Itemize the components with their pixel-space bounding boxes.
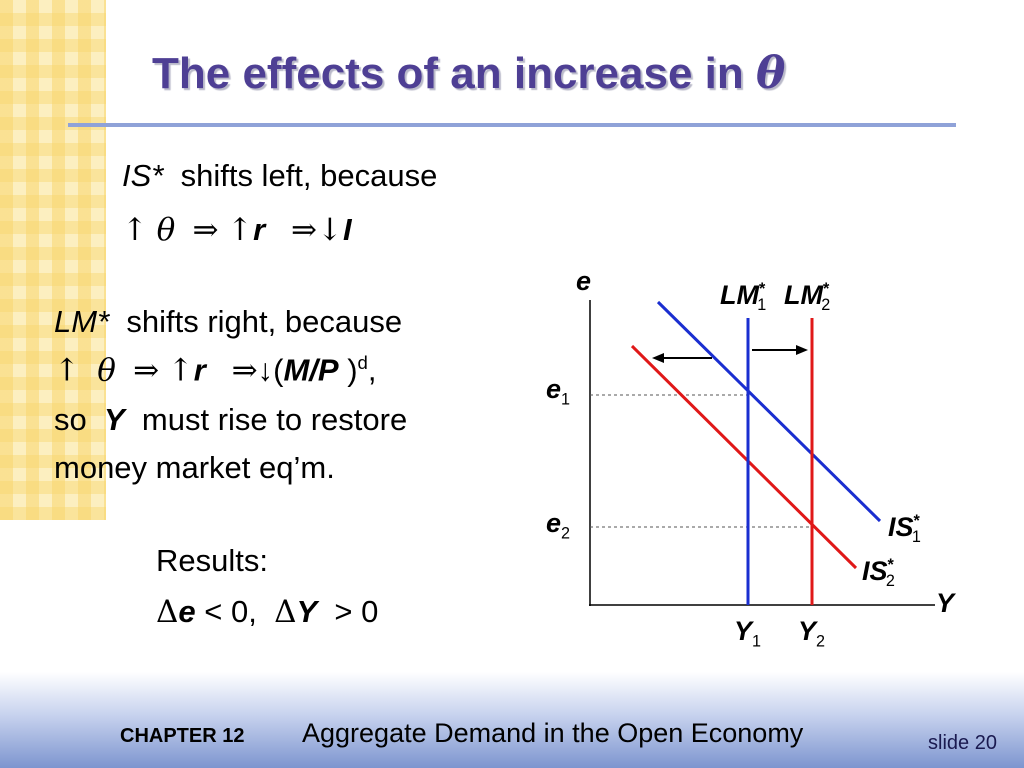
- text: Δ: [156, 594, 179, 630]
- curve-label: LM*2: [784, 280, 830, 315]
- text: Y: [798, 616, 817, 646]
- title-symbol: θ: [755, 48, 786, 99]
- text: *: [913, 512, 920, 530]
- text: must rise to restore: [141, 402, 408, 437]
- text: so: [54, 402, 87, 437]
- text: ↑: [54, 352, 80, 389]
- decor-strip: [0, 0, 106, 520]
- text: ↑: [227, 212, 254, 248]
- text: > 0: [334, 594, 379, 629]
- is2-curve: [630, 344, 858, 570]
- level-label: Y2: [798, 616, 825, 651]
- text: Y: [734, 616, 753, 646]
- curve-label: IS*1: [888, 512, 921, 547]
- text: 1: [561, 390, 571, 409]
- text: IS: [888, 512, 914, 542]
- text: IS: [862, 556, 888, 586]
- text-line: ↑ θ ⇒ ↑r ⇒↓(M/P )d,: [54, 352, 377, 388]
- footer-band: [0, 672, 1024, 768]
- arrowhead: [652, 353, 664, 363]
- text: ⇒: [231, 352, 258, 389]
- text: ↓: [317, 212, 343, 248]
- text: I: [343, 212, 352, 247]
- text: 2: [561, 524, 571, 543]
- text: ,: [367, 352, 377, 388]
- footer-slide: slide 20: [928, 732, 997, 754]
- text: Y: [103, 402, 125, 437]
- text: < 0,: [204, 594, 257, 629]
- footer-chapter: CHAPTER 12: [120, 725, 245, 747]
- text-line: ↑ θ ⇒ ↑r ⇒↓I: [122, 212, 352, 248]
- text: IS*: [122, 158, 164, 193]
- text: LM: [784, 280, 823, 310]
- text: 1: [911, 528, 921, 547]
- text: e: [546, 374, 562, 404]
- text: ⇒: [133, 352, 160, 389]
- text: d: [357, 352, 368, 373]
- text: shifts left, because: [180, 158, 438, 193]
- results-heading: Results:: [156, 543, 268, 578]
- text: r: [253, 212, 266, 247]
- footer-subtitle: Aggregate Demand in the Open Economy: [302, 718, 804, 748]
- text: θ: [156, 212, 176, 248]
- title-text: The effects of an increase in: [152, 49, 744, 98]
- text: ⇒: [291, 212, 318, 248]
- text-line: money market eq’m.: [54, 450, 335, 485]
- axis-label: Y: [936, 588, 955, 618]
- curve-label: IS*2: [862, 556, 895, 591]
- text: ⇒: [192, 212, 219, 248]
- text: *: [822, 280, 830, 298]
- text: 2: [821, 296, 831, 315]
- text: 2: [816, 632, 826, 651]
- text: shifts right, because: [126, 304, 403, 339]
- text: ↑: [167, 352, 194, 389]
- text: LM: [720, 280, 759, 310]
- text: e: [546, 508, 562, 538]
- text: θ: [97, 352, 116, 389]
- text: 1: [752, 632, 762, 651]
- text: ): [347, 352, 358, 388]
- text: *: [758, 280, 766, 298]
- curve-label: LM*1: [720, 280, 766, 315]
- axis-label: e: [576, 266, 592, 296]
- text: *: [887, 556, 894, 574]
- text-line: Δe < 0, ΔY > 0: [156, 594, 378, 630]
- text-line: so Y must rise to restore: [54, 402, 407, 438]
- text: 2: [885, 572, 895, 591]
- text: LM*: [54, 304, 110, 339]
- text: ↑: [122, 212, 148, 248]
- level-label: e1: [546, 374, 570, 409]
- text: Δ: [274, 594, 297, 630]
- title: The effects of an increase in θ: [152, 48, 785, 99]
- text-line: LM* shifts right, because: [54, 304, 402, 340]
- is1-curve: [656, 300, 882, 523]
- level-label: Y1: [734, 616, 761, 651]
- text: 1: [757, 296, 767, 315]
- text: ↓(: [257, 352, 284, 388]
- text: M/P: [283, 352, 339, 388]
- text: e: [178, 594, 196, 629]
- text: Y: [296, 594, 318, 629]
- text-line: IS* shifts left, because: [122, 158, 437, 194]
- text: r: [193, 352, 206, 388]
- level-label: e2: [546, 508, 570, 543]
- arrowhead: [796, 345, 808, 355]
